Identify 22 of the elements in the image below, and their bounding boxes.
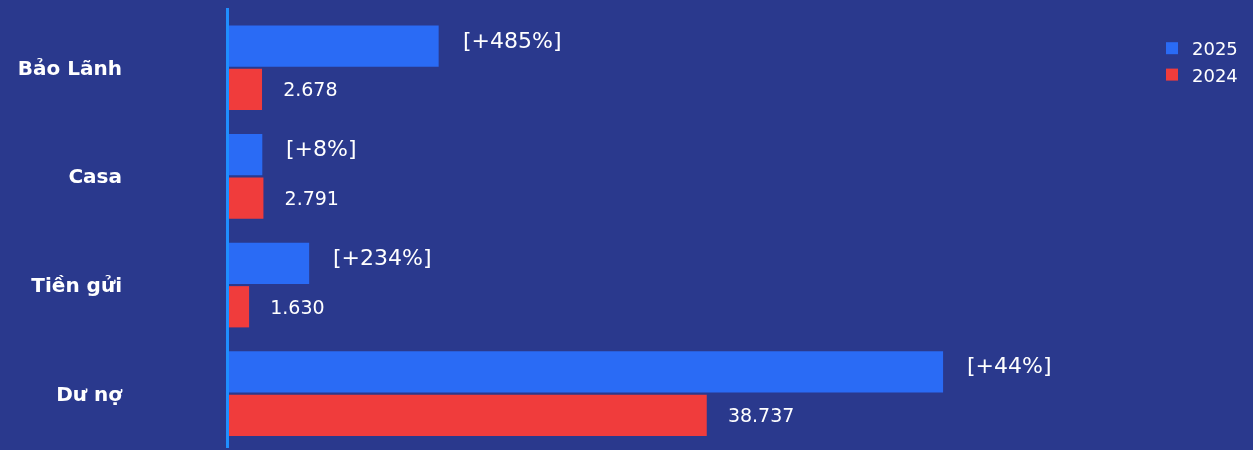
y-tick-label: Dư nợ (56, 381, 124, 406)
bar (229, 394, 707, 437)
bar (229, 286, 250, 328)
y-tick-label: Bảo Lãnh (17, 55, 122, 80)
legend-label: 2025 (1192, 38, 1238, 60)
y-tick-label: Tiền gửi (31, 273, 122, 298)
data-label: 2.678 (265, 78, 338, 101)
bar (229, 25, 439, 67)
bar (229, 177, 264, 219)
data-label: 2.791 (266, 187, 339, 210)
annotation: [+485%] (463, 28, 562, 53)
bar (229, 351, 944, 393)
bar (229, 68, 263, 111)
annotation: [+234%] (333, 245, 432, 270)
bar (229, 134, 263, 176)
annotation: [+8%] (286, 136, 357, 161)
data-label: 1.630 (252, 295, 325, 318)
data-label: 38.737 (709, 404, 795, 427)
annotation: [+44%] (967, 353, 1052, 378)
bar (229, 242, 310, 284)
y-tick-label: Casa (68, 164, 122, 189)
legend-label: 2024 (1192, 64, 1238, 86)
